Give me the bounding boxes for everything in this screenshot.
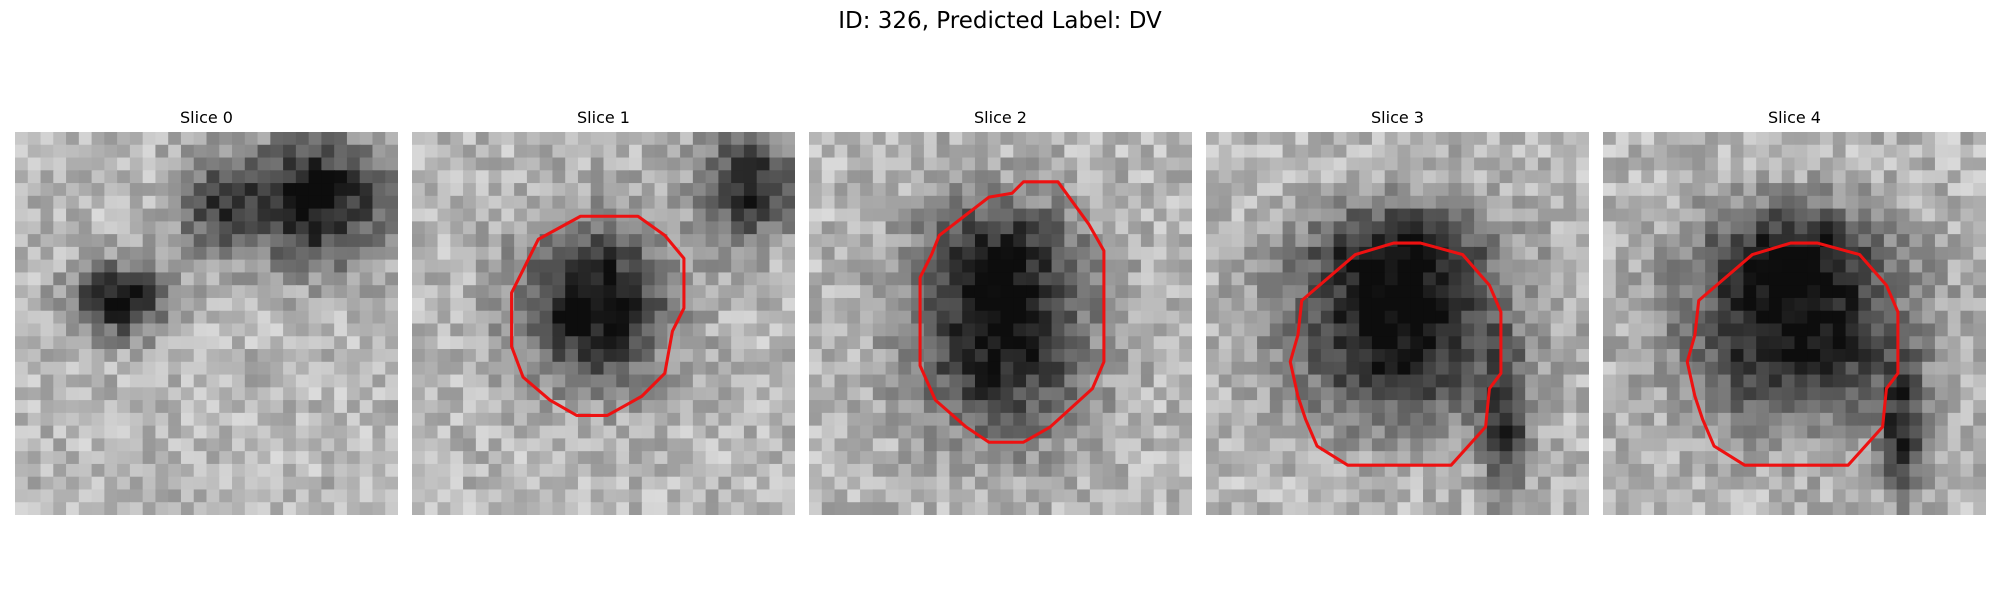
slice-title: Slice 4 [1768,108,1821,127]
slice-image [15,132,398,515]
slice-image [1206,132,1589,515]
slice-title: Slice 3 [1371,108,1424,127]
slice-image [412,132,795,515]
slice-panel-4: Slice 4 [1603,108,1986,518]
slice-panel-0: Slice 0 [15,108,398,518]
segmentation-contour [918,180,1106,444]
slice-image [809,132,1192,515]
figure-title: ID: 326, Predicted Label: DV [838,8,1162,34]
slice-panel-1: Slice 1 [412,108,795,518]
slice-title: Slice 2 [974,108,1027,127]
slice-title: Slice 1 [577,108,630,127]
segmentation-contour [1685,241,1900,467]
slice-image [1603,132,1986,515]
slice-panel-2: Slice 2 [809,108,1192,518]
segmentation-contour [1288,241,1503,467]
slice-panel-3: Slice 3 [1206,108,1589,518]
segmentation-contour [510,214,686,417]
slice-title: Slice 0 [180,108,233,127]
